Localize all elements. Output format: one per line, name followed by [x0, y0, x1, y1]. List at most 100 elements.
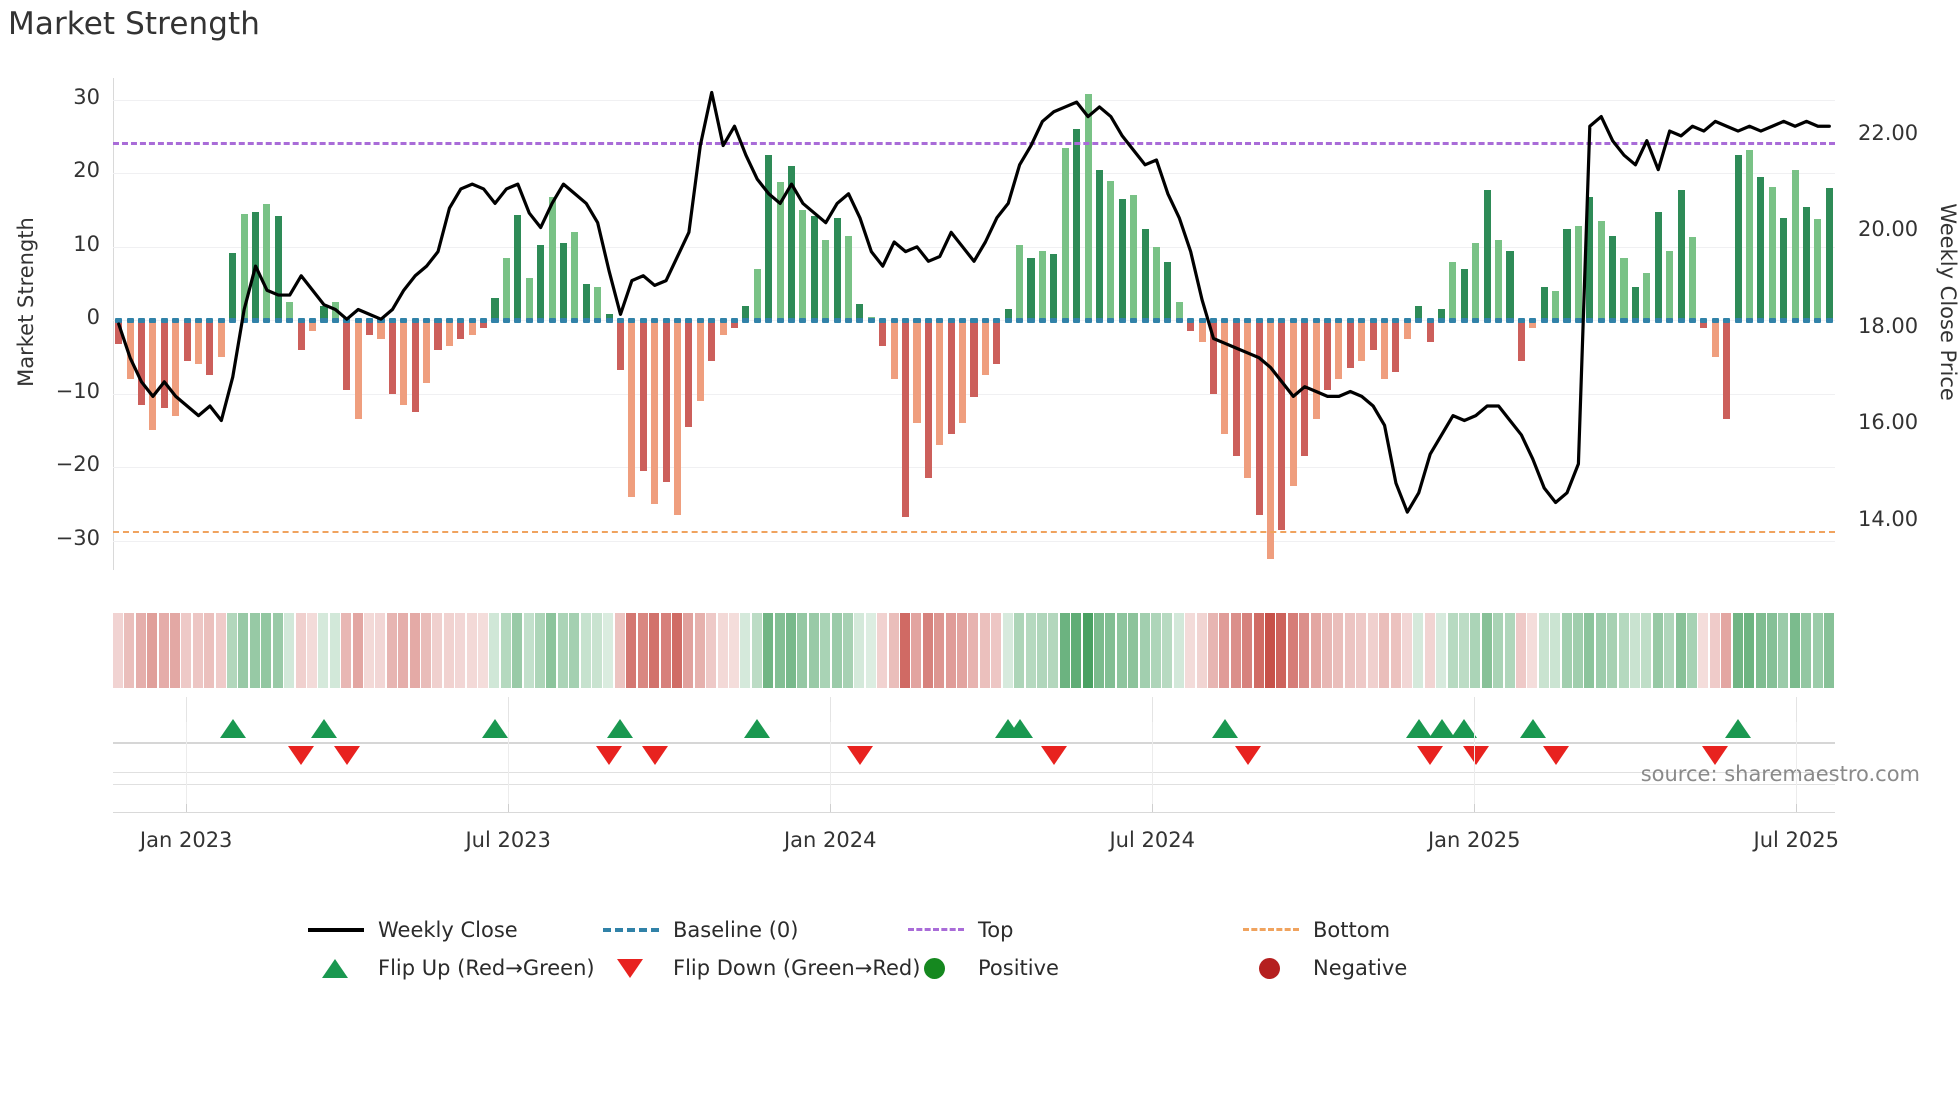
- heatmap-cell: [569, 613, 580, 688]
- legend-item-flip-down[interactable]: Flip Down (Green→Red): [603, 956, 920, 980]
- baseline-segment: [1723, 318, 1731, 324]
- legend-item-positive[interactable]: Positive: [908, 956, 1059, 980]
- baseline-segment: [343, 318, 351, 324]
- heatmap-cell: [192, 613, 203, 688]
- bar: [856, 304, 864, 321]
- baseline-segment: [1107, 318, 1115, 324]
- bar: [685, 320, 693, 427]
- bar: [765, 155, 773, 321]
- legend-item-baseline[interactable]: Baseline (0): [603, 918, 798, 942]
- baseline-segment: [1460, 318, 1468, 324]
- legend-item-negative[interactable]: Negative: [1243, 956, 1407, 980]
- heatmap-cell: [284, 613, 295, 688]
- bar: [673, 320, 682, 515]
- baseline-segment: [924, 318, 932, 324]
- heatmap-cell: [318, 613, 329, 688]
- baseline-segment: [286, 318, 294, 324]
- legend-item-flip-up[interactable]: Flip Up (Red→Green): [308, 956, 595, 980]
- bar: [1483, 189, 1491, 321]
- flip-marker-band: [113, 697, 1835, 787]
- bar: [1757, 177, 1765, 321]
- heatmap-cell: [1744, 613, 1755, 688]
- heatmap-cell: [660, 613, 671, 688]
- baseline-segment: [1574, 318, 1582, 324]
- x-axis-tick: [1796, 802, 1798, 812]
- baseline-segment: [902, 318, 910, 324]
- flip-down-marker: [1702, 746, 1729, 765]
- bar: [981, 320, 989, 376]
- bar: [286, 301, 294, 321]
- heatmap-cell: [1116, 613, 1127, 688]
- flip-up-marker: [219, 719, 246, 738]
- heatmap-cell: [261, 613, 272, 688]
- heatmap-cell: [512, 613, 523, 688]
- baseline-segment: [1141, 318, 1149, 324]
- bar: [719, 320, 727, 335]
- heatmap-cell: [1356, 613, 1367, 688]
- heatmap-cell: [1652, 613, 1663, 688]
- bar: [217, 320, 225, 358]
- bar: [491, 298, 499, 321]
- legend-item-top[interactable]: Top: [908, 918, 1013, 942]
- flip-down-marker: [288, 746, 315, 765]
- x-axis-tick-label: Jan 2023: [139, 828, 233, 852]
- baseline-segment: [970, 318, 978, 324]
- bar: [126, 320, 134, 380]
- bar: [799, 210, 807, 321]
- baseline-segment: [1403, 318, 1411, 324]
- baseline-segment: [1552, 318, 1560, 324]
- heatmap-cell: [1287, 613, 1298, 688]
- heatmap-cell: [1059, 613, 1070, 688]
- baseline-segment: [1335, 318, 1343, 324]
- page-title: Market Strength: [8, 6, 261, 42]
- bar: [183, 320, 191, 361]
- bar: [902, 320, 910, 518]
- heatmap-cell: [557, 613, 568, 688]
- bar: [309, 320, 317, 332]
- legend-item-bottom[interactable]: Bottom: [1243, 918, 1390, 942]
- baseline-segment: [913, 318, 921, 324]
- heatmap-cell: [580, 613, 591, 688]
- baseline-segment: [377, 318, 385, 324]
- heatmap-cell: [671, 613, 682, 688]
- legend-item-weekly-close[interactable]: Weekly Close: [308, 918, 518, 942]
- legend-label: Negative: [1313, 956, 1408, 980]
- heatmap-cell: [1584, 613, 1595, 688]
- bar: [1369, 320, 1377, 350]
- heatmap-cell: [1242, 613, 1253, 688]
- baseline-segment: [434, 318, 442, 324]
- bar: [1449, 261, 1457, 321]
- heatmap-cell: [1493, 613, 1504, 688]
- bar: [1814, 218, 1822, 321]
- baseline-segment: [309, 318, 317, 324]
- baseline-segment: [1586, 318, 1594, 324]
- heatmap-cell: [1573, 613, 1584, 688]
- baseline-segment: [1369, 318, 1377, 324]
- heatmap-cell: [341, 613, 352, 688]
- y-axis-left-tick-label: 10: [73, 231, 100, 256]
- bar: [423, 320, 431, 383]
- baseline-segment: [217, 318, 225, 324]
- gridline: [113, 173, 1835, 175]
- baseline-segment: [411, 318, 419, 324]
- legend-label: Positive: [978, 956, 1059, 980]
- heatmap-cell: [1219, 613, 1230, 688]
- gridline: [113, 246, 1835, 248]
- bar: [628, 320, 636, 497]
- heatmap-cell: [1801, 613, 1812, 688]
- baseline-segment: [1426, 318, 1434, 324]
- baseline-segment: [708, 318, 716, 324]
- bar: [1232, 320, 1240, 457]
- baseline-segment: [788, 318, 796, 324]
- legend-label: Baseline (0): [673, 918, 799, 942]
- divider-rule-lower: [113, 784, 1835, 785]
- x-axis-tick: [830, 802, 832, 812]
- baseline-segment: [183, 318, 191, 324]
- flip-up-marker: [310, 719, 337, 738]
- baseline-segment: [1631, 318, 1639, 324]
- baseline-segment: [1278, 318, 1286, 324]
- baseline-segment: [263, 318, 271, 324]
- baseline-segment: [662, 318, 670, 324]
- bar: [1346, 320, 1354, 369]
- baseline-segment: [1609, 318, 1617, 324]
